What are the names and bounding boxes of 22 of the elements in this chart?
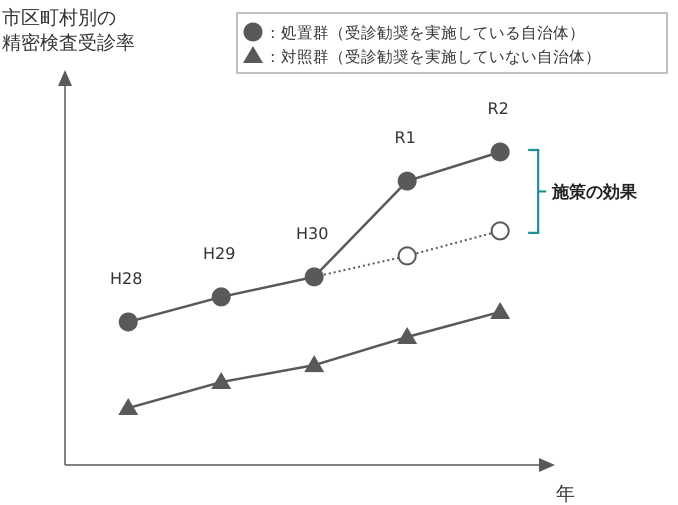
point [304,267,324,286]
point [211,372,232,390]
x-tick-label: H28 [110,268,142,288]
point [490,221,510,240]
point [398,172,417,191]
point [490,302,510,319]
point [212,287,231,306]
x-tick-label: H30 [296,224,328,243]
x-tick-label: R1 [394,128,416,148]
legend-label: ：対照群（受診勧奨を実施していない自治体） [265,48,601,66]
x-tick-label: R2 [487,99,509,118]
x-axis-title: 年 [556,483,575,505]
point [397,326,418,344]
point [398,246,417,266]
point [118,312,138,332]
text: 市区町村別の精密検査受診率 [2,7,135,54]
legend-label: ：処置群（受診勧奨を実施している自治体） [265,24,585,42]
point [490,142,510,162]
point [118,398,138,416]
x-tick-label: H29 [203,244,236,263]
point [304,355,324,372]
text: 施策の効果 [551,182,638,202]
